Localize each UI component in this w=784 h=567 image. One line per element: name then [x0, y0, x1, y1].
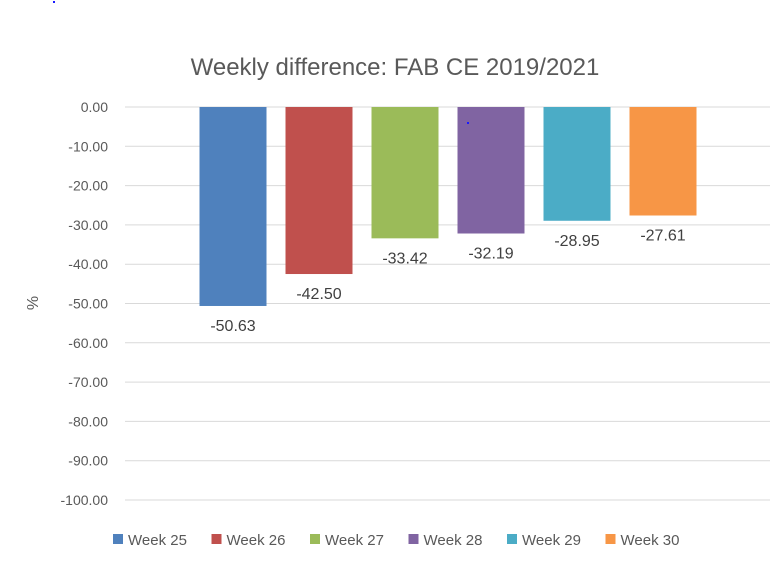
legend-swatch: [408, 534, 419, 544]
legend-label: Week 27: [325, 532, 384, 549]
legend-swatch: [211, 534, 222, 544]
y-axis-label: %: [25, 296, 42, 310]
bars: [199, 107, 697, 306]
y-tick-label: -50.00: [68, 296, 108, 312]
stray-dot-bar: [467, 122, 469, 124]
data-label: -50.63: [210, 318, 255, 335]
legend-label: Week 29: [522, 532, 581, 549]
bar: [543, 107, 611, 221]
bar: [285, 107, 353, 275]
bar: [199, 107, 267, 306]
y-tick-label: -40.00: [68, 256, 108, 272]
y-tick-label: -90.00: [68, 453, 108, 469]
legend-swatch: [507, 534, 517, 544]
legend: Week 25 Week 26 Week 27 Week 28 Week 29 Week …: [113, 532, 679, 549]
data-label: -28.95: [554, 233, 599, 250]
legend-swatch: [605, 534, 616, 544]
data-label: -32.19: [468, 246, 513, 263]
legend-label: Week 28: [424, 532, 483, 549]
chart-title: Weekly difference: FAB CE 2019/2021: [191, 54, 600, 81]
stray-dot-top: [53, 1, 55, 3]
data-labels: -50.63 -42.50 -33.42 -32.19 -28.95 -27.61: [210, 228, 685, 335]
y-tick-label: -70.00: [68, 374, 108, 390]
bar: [629, 107, 697, 216]
bar: [457, 107, 525, 234]
y-tick-label: -100.00: [61, 492, 109, 508]
legend-label: Week 25: [128, 532, 187, 549]
data-label: -42.50: [296, 286, 341, 303]
bar: [371, 107, 439, 239]
y-tick-label: 0.00: [81, 99, 108, 115]
y-tick-label: -20.00: [68, 178, 108, 194]
y-tick-label: -60.00: [68, 335, 108, 351]
data-label: -27.61: [640, 228, 685, 245]
legend-label: Week 30: [621, 532, 680, 549]
y-tick-label: -30.00: [68, 217, 108, 233]
data-label: -33.42: [382, 250, 427, 267]
y-tick-label: -10.00: [68, 138, 108, 154]
y-tick-label: -80.00: [68, 413, 108, 429]
legend-swatch: [310, 534, 320, 544]
y-axis-ticks: 0.00 -10.00 -20.00 -30.00 -40.00 -50.00 -60.00…: [61, 99, 109, 508]
legend-swatch: [113, 534, 123, 544]
legend-label: Week 26: [227, 532, 286, 549]
